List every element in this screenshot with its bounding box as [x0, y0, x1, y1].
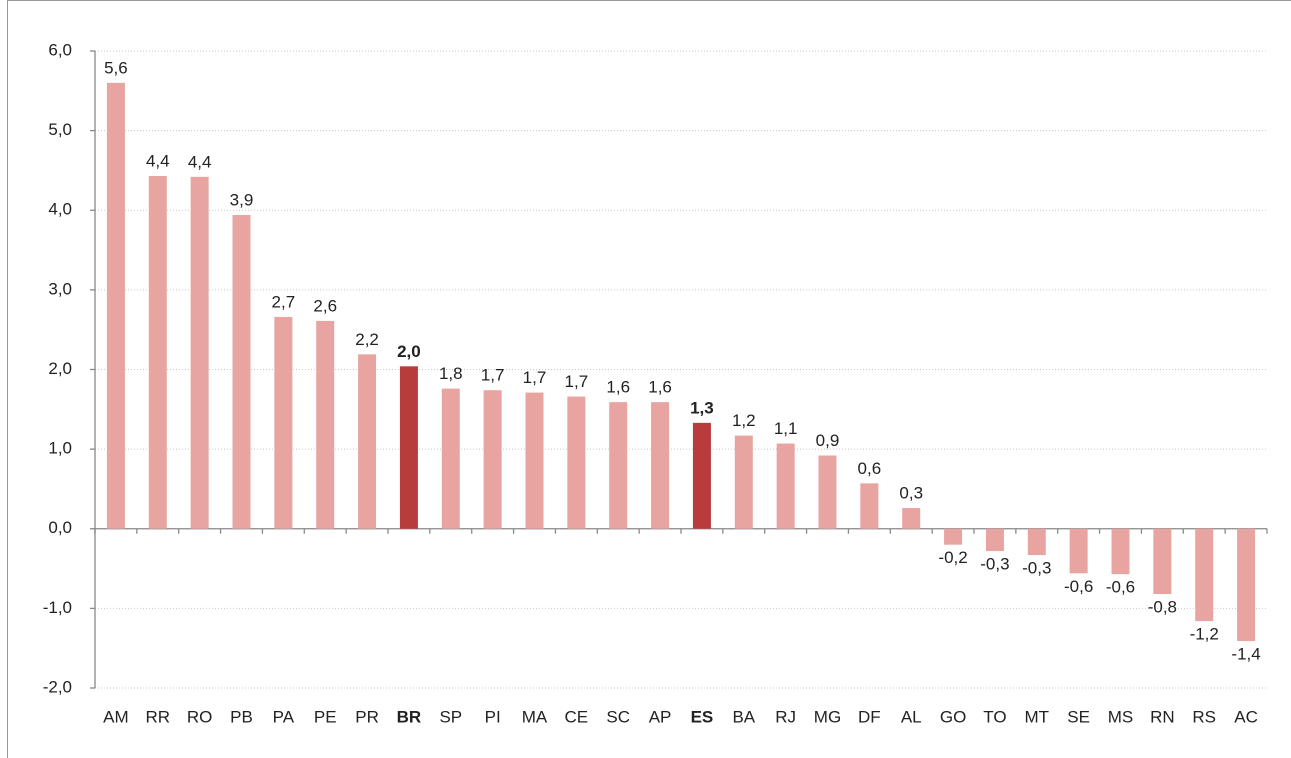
value-label: 1,8	[439, 364, 463, 383]
bar	[1237, 528, 1256, 642]
value-label: -0,8	[1148, 598, 1177, 617]
bar	[232, 215, 251, 529]
value-label: 1,3	[690, 398, 714, 417]
value-label: 1,6	[648, 378, 672, 397]
y-tick-label: -2,0	[43, 677, 72, 696]
value-label: 2,6	[313, 296, 337, 315]
value-label: 0,3	[899, 484, 923, 503]
bar	[609, 402, 628, 529]
bar	[525, 392, 544, 529]
x-tick-label: PE	[314, 707, 337, 726]
value-label: 2,7	[272, 292, 296, 311]
bar	[567, 396, 586, 529]
bar	[818, 455, 837, 529]
y-tick-label: 2,0	[48, 359, 72, 378]
bar	[483, 390, 502, 529]
value-label: 1,7	[523, 368, 547, 387]
x-tick-label: GO	[940, 707, 966, 726]
value-label: 1,7	[481, 366, 505, 385]
x-tick-label: PI	[485, 707, 501, 726]
bar	[1027, 528, 1046, 556]
x-tick-label: MS	[1108, 707, 1134, 726]
x-tick-label: BA	[732, 707, 755, 726]
value-label: -0,3	[1022, 559, 1051, 578]
value-label: 2,2	[355, 330, 379, 349]
x-tick-label: SE	[1067, 707, 1090, 726]
bar	[734, 435, 753, 529]
x-tick-label: AL	[901, 707, 922, 726]
bar	[944, 528, 963, 545]
bar	[316, 320, 335, 529]
x-tick-label: MG	[814, 707, 841, 726]
x-tick-label: RO	[187, 707, 213, 726]
value-label: 3,9	[230, 191, 254, 210]
y-tick-label: 6,0	[48, 40, 72, 59]
x-tick-label: SP	[439, 707, 462, 726]
x-tick-label: SC	[606, 707, 630, 726]
value-label: 5,6	[104, 58, 128, 77]
bar	[399, 366, 418, 529]
y-tick-label: 1,0	[48, 439, 72, 458]
x-tick-label: AM	[103, 707, 129, 726]
bar	[148, 176, 167, 529]
x-tick-label: RJ	[775, 707, 796, 726]
value-label: 2,0	[397, 342, 421, 361]
x-tick-label: RR	[146, 707, 171, 726]
value-label: -0,6	[1106, 578, 1135, 597]
value-label: 4,4	[188, 152, 212, 171]
bar	[776, 443, 795, 529]
y-tick-label: -1,0	[43, 598, 72, 617]
bar	[274, 316, 293, 529]
bar	[692, 422, 711, 529]
y-tick-label: 3,0	[48, 279, 72, 298]
value-label: -1,2	[1190, 625, 1219, 644]
y-tick-label: 5,0	[48, 120, 72, 139]
bar	[1069, 528, 1088, 574]
frame	[7, 0, 1291, 758]
bar	[1195, 528, 1214, 622]
value-label: 4,4	[146, 151, 170, 170]
value-label: 1,7	[565, 372, 589, 391]
bar	[902, 508, 921, 529]
x-tick-label: TO	[983, 707, 1006, 726]
x-tick-label: RN	[1150, 707, 1175, 726]
value-label: -0,3	[980, 555, 1009, 574]
bar	[1153, 528, 1172, 595]
value-label: 1,1	[774, 419, 798, 438]
value-label: -1,4	[1231, 645, 1260, 664]
x-tick-label: MT	[1025, 707, 1050, 726]
x-tick-label: MA	[522, 707, 548, 726]
value-label: 1,6	[606, 378, 630, 397]
bar	[441, 388, 460, 529]
bar	[651, 402, 670, 529]
x-tick-label: ES	[691, 707, 714, 726]
value-label: 1,2	[732, 411, 756, 430]
bar	[985, 528, 1004, 552]
value-label: 0,9	[816, 431, 840, 450]
x-tick-label: CE	[565, 707, 589, 726]
x-tick-label: PA	[273, 707, 295, 726]
bar	[1111, 528, 1130, 575]
x-tick-label: AC	[1234, 707, 1258, 726]
x-tick-label: PR	[355, 707, 379, 726]
bar	[358, 354, 377, 529]
bar	[860, 483, 879, 529]
x-tick-label: BR	[397, 707, 422, 726]
bar	[106, 82, 125, 529]
bar	[190, 176, 209, 529]
value-label: 0,6	[858, 459, 882, 478]
y-tick-label: 4,0	[48, 200, 72, 219]
x-tick-label: RS	[1192, 707, 1216, 726]
value-label: -0,2	[938, 548, 967, 567]
value-label: -0,6	[1064, 577, 1093, 596]
x-tick-label: AP	[649, 707, 672, 726]
y-tick-label: 0,0	[48, 518, 72, 537]
x-tick-label: PB	[230, 707, 253, 726]
x-tick-label: DF	[858, 707, 881, 726]
